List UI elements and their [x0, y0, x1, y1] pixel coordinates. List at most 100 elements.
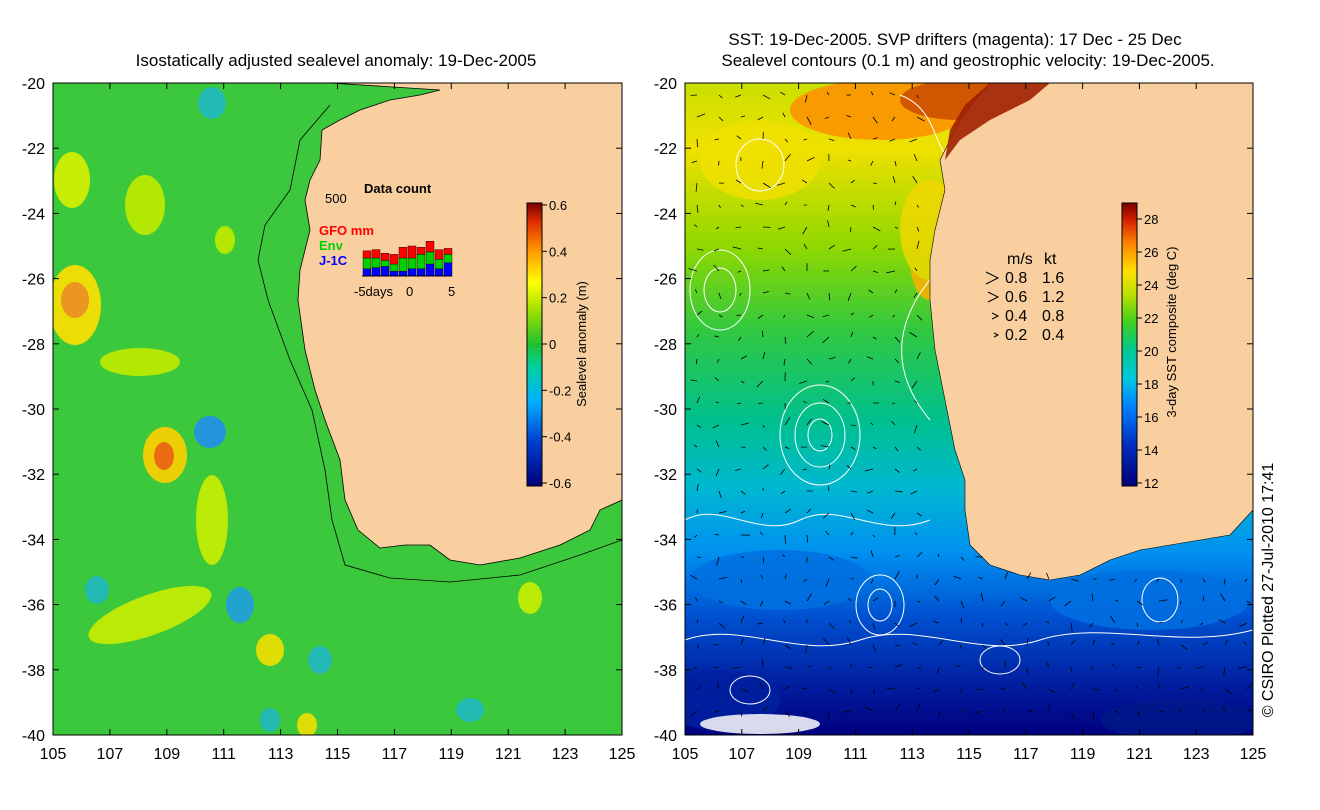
velocity-arrow: [718, 622, 726, 629]
velocity-arrow: [825, 578, 830, 588]
velocity-arrow: [1048, 688, 1055, 693]
velocity-arrow: [960, 556, 965, 561]
velocity-arrow: [827, 486, 830, 492]
velocity-arrow: [1238, 666, 1248, 669]
right-title-line2: Sealevel contours (0.1 m) and geostrophi…: [721, 51, 1214, 70]
velocity-arrow: [805, 644, 808, 654]
velocity-arrow: [783, 619, 786, 624]
velocity-arrow: [732, 246, 742, 250]
left-title: Isostatically adjusted sealevel anomaly:…: [136, 51, 537, 70]
velocity-arrow: [718, 314, 723, 318]
velocity-legend-kt: 1.6: [1042, 270, 1064, 287]
velocity-arrow: [735, 94, 742, 98]
velocity-arrow: [780, 468, 786, 476]
velocity-arrow: [1157, 666, 1160, 676]
velocity-arrow: [804, 710, 808, 714]
inset-bar-env: [416, 254, 426, 269]
velocity-scale-arrow-icon: [993, 332, 1000, 338]
inset-bar-j1c: [371, 267, 381, 277]
inset-bar-env: [425, 251, 435, 265]
right-y-ticks: -20 -22 -24 -26 -28 -30 -32 -34 -36 -38 -40: [654, 76, 1253, 745]
velocity-arrow: [828, 622, 835, 630]
velocity-arrow: [933, 688, 940, 693]
velocity-arrow: [894, 201, 897, 206]
colorbar-tick-label: 16: [1144, 410, 1158, 425]
velocity-arrow: [894, 622, 899, 627]
velocity-arrow: [806, 665, 812, 668]
sla-colorbar-ticks: 0.6 0.4 0.2 0 -0.2 -0.4 -0.6: [542, 198, 571, 491]
velocity-arrow: [850, 556, 858, 559]
velocity-arrow: [826, 91, 830, 96]
data-count-inset: Data count 500 GFO mm Env J-1C -5days 0 …: [319, 181, 455, 299]
velocity-arrow: [891, 402, 896, 405]
right-xtick-label: 113: [899, 746, 925, 763]
velocity-arrow: [872, 137, 878, 140]
velocity-arrow: [688, 268, 698, 272]
velocity-arrow: [910, 490, 918, 495]
velocity-arrow: [715, 468, 720, 477]
velocity-arrow: [828, 688, 836, 695]
velocity-arrow: [850, 312, 855, 316]
velocity-legend-rows: 0.8 1.6 0.6 1.2 0.4 0.8 0.2 0.4: [985, 270, 1064, 344]
left-xtick-label: 109: [153, 746, 180, 763]
velocity-arrow: [827, 204, 830, 211]
velocity-arrow: [823, 600, 830, 605]
velocity-arrow: [828, 182, 835, 189]
inset-bar-env: [407, 257, 417, 270]
velocity-arrow: [872, 226, 881, 232]
velocity-arrow: [784, 417, 791, 426]
velocity-arrow: [1004, 622, 1009, 627]
velocity-arrow: [894, 468, 900, 474]
velocity-arrow: [803, 578, 808, 583]
inset-bar-gfo: [425, 240, 435, 253]
right-xtick-label: 115: [956, 746, 982, 763]
velocity-arrow: [1070, 622, 1073, 632]
velocity-arrow: [916, 666, 922, 671]
velocity-arrow: [716, 358, 720, 363]
colorbar-tick-label: 22: [1144, 311, 1158, 326]
velocity-arrow: [1109, 578, 1116, 581]
velocity-arrow: [916, 512, 922, 517]
velocity-arrow: [1092, 710, 1095, 720]
velocity-arrow: [803, 138, 808, 141]
velocity-arrow: [1158, 683, 1160, 690]
velocity-arrow: [1026, 637, 1029, 646]
velocity-arrow: [1133, 578, 1138, 582]
velocity-arrow: [776, 182, 786, 186]
velocity-arrow: [850, 577, 854, 580]
velocity-arrow: [802, 400, 808, 404]
velocity-arrow: [1180, 644, 1188, 650]
inset-xlabel-left: -5days: [354, 284, 394, 299]
velocity-arrow: [894, 570, 900, 580]
velocity-arrow: [696, 310, 703, 316]
velocity-arrow: [1046, 572, 1050, 580]
velocity-arrow: [784, 292, 791, 295]
velocity-arrow: [696, 113, 706, 118]
velocity-arrow: [757, 247, 764, 250]
velocity-arrow: [872, 336, 877, 340]
velocity-legend-kt: 0.8: [1042, 308, 1064, 325]
velocity-arrow: [916, 703, 921, 712]
velocity-arrow: [762, 556, 765, 564]
sla-colorbar-label: Sealevel anomaly (m): [574, 281, 589, 407]
velocity-arrow: [955, 664, 962, 668]
velocity-arrow: [891, 420, 896, 426]
inset-xlabel-mid: 0: [406, 284, 413, 299]
velocity-arrow: [716, 556, 720, 566]
velocity-arrow: [740, 710, 743, 717]
velocity-arrow: [847, 132, 852, 140]
velocity-arrow: [740, 422, 750, 426]
velocity-arrow: [1202, 642, 1209, 646]
velocity-arrow: [696, 334, 700, 338]
velocity-arrow: [696, 204, 699, 213]
inset-legend-gfo: GFO mm: [319, 223, 374, 238]
velocity-arrow: [909, 138, 918, 143]
velocity-legend: m/s kt 0.8 1.6 0.6 1.2 0.4 0.8 0.2 0.4: [985, 251, 1064, 344]
colorbar-tick-label: 0.6: [549, 198, 567, 213]
velocity-arrow: [891, 116, 896, 122]
velocity-arrow: [784, 686, 790, 690]
velocity-arrow: [693, 666, 698, 669]
velocity-arrow: [872, 446, 877, 450]
velocity-arrow: [1092, 639, 1096, 646]
right-ytick-label: -38: [654, 663, 677, 680]
